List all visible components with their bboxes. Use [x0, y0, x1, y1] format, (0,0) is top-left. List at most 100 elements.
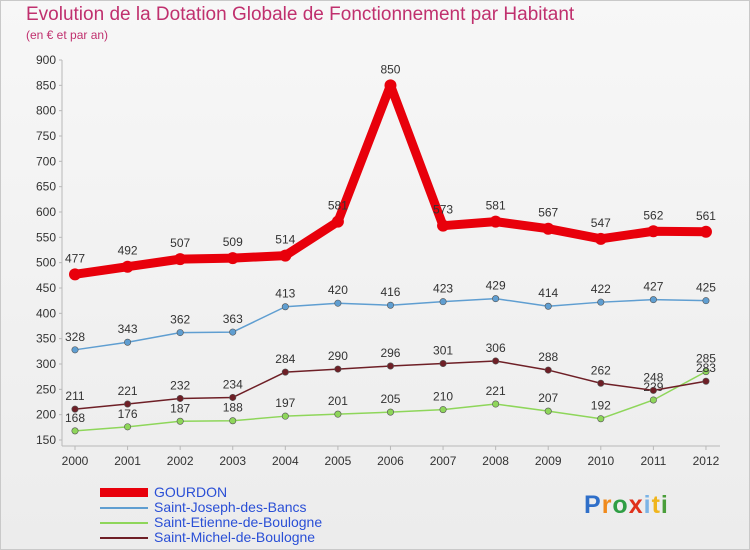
- data-label-saint-michel-de-boulogne: 232: [170, 378, 190, 392]
- y-tick-label: 900: [36, 53, 56, 67]
- x-tick-label: 2003: [219, 454, 246, 468]
- y-tick-label: 700: [36, 154, 56, 168]
- data-label-saint-joseph-des-bancs: 429: [486, 279, 506, 293]
- data-label-saint-michel-de-boulogne: 248: [643, 370, 663, 384]
- data-point-saint-etienne-de-boulogne: [71, 427, 79, 435]
- data-point-saint-michel-de-boulogne: [71, 405, 79, 413]
- data-label-saint-joseph-des-bancs: 362: [170, 313, 190, 327]
- data-point-saint-michel-de-boulogne: [492, 357, 500, 365]
- legend-swatch-gourdon: [100, 488, 148, 497]
- data-point-saint-joseph-des-bancs: [71, 346, 79, 354]
- data-label-gourdon: 567: [538, 206, 558, 220]
- legend-swatch-saint-etienne: [100, 521, 148, 524]
- data-label-saint-etienne-de-boulogne: 207: [538, 391, 558, 405]
- chart-title: Evolution de la Dotation Globale de Fonc…: [26, 4, 575, 25]
- data-point-saint-joseph-des-bancs: [439, 298, 447, 306]
- data-label-saint-etienne-de-boulogne: 197: [275, 396, 295, 410]
- data-point-saint-joseph-des-bancs: [597, 298, 605, 306]
- data-label-saint-joseph-des-bancs: 328: [65, 330, 85, 344]
- data-label-saint-etienne-de-boulogne: 285: [696, 352, 716, 366]
- data-label-saint-etienne-de-boulogne: 188: [223, 401, 243, 415]
- data-label-saint-michel-de-boulogne: 284: [275, 352, 295, 366]
- data-point-saint-joseph-des-bancs: [124, 338, 132, 346]
- data-point-saint-michel-de-boulogne: [334, 365, 342, 373]
- logo-letter: i: [660, 491, 669, 519]
- data-point-gourdon: [489, 215, 502, 228]
- data-point-saint-etienne-de-boulogne: [124, 423, 132, 431]
- proxiti-logo: Proxiti: [584, 491, 669, 520]
- data-label-saint-joseph-des-bancs: 422: [591, 282, 611, 296]
- data-point-saint-joseph-des-bancs: [492, 295, 500, 303]
- data-point-saint-michel-de-boulogne: [597, 379, 605, 387]
- data-point-saint-joseph-des-bancs: [702, 297, 710, 305]
- data-label-gourdon: 477: [65, 251, 85, 265]
- data-point-gourdon: [542, 222, 555, 235]
- data-label-gourdon: 581: [486, 199, 506, 213]
- data-label-saint-etienne-de-boulogne: 176: [118, 407, 138, 421]
- y-tick-label: 600: [36, 205, 56, 219]
- data-point-gourdon: [331, 215, 344, 228]
- legend-item-saint-etienne: Saint-Etienne-de-Boulogne: [100, 515, 322, 530]
- data-label-saint-joseph-des-bancs: 420: [328, 283, 348, 297]
- data-label-saint-joseph-des-bancs: 363: [223, 312, 243, 326]
- x-tick-label: 2007: [430, 454, 457, 468]
- data-point-saint-joseph-des-bancs: [334, 299, 342, 307]
- legend-label-gourdon: GOURDON: [154, 484, 228, 500]
- data-point-saint-michel-de-boulogne: [124, 400, 132, 408]
- legend-item-saint-joseph: Saint-Joseph-des-Bancs: [100, 500, 322, 515]
- y-tick-label: 500: [36, 256, 56, 270]
- data-point-saint-etienne-de-boulogne: [334, 410, 342, 418]
- data-label-saint-michel-de-boulogne: 290: [328, 349, 348, 363]
- data-point-saint-etienne-de-boulogne: [176, 417, 184, 425]
- logo-letter: t: [651, 491, 661, 519]
- chart-subtitle: (en € et par an): [26, 28, 109, 42]
- x-tick-label: 2009: [535, 454, 562, 468]
- x-tick-label: 2006: [377, 454, 404, 468]
- data-label-saint-michel-de-boulogne: 234: [223, 377, 243, 391]
- logo-letter: r: [601, 491, 613, 519]
- x-tick-label: 2001: [114, 454, 141, 468]
- y-tick-label: 250: [36, 382, 56, 396]
- data-label-gourdon: 509: [223, 235, 243, 249]
- x-tick-label: 2011: [640, 454, 666, 468]
- data-label-saint-michel-de-boulogne: 211: [65, 389, 84, 403]
- data-label-saint-etienne-de-boulogne: 221: [486, 384, 506, 398]
- y-tick-label: 750: [36, 129, 56, 143]
- data-label-saint-etienne-de-boulogne: 168: [65, 411, 85, 425]
- data-point-saint-etienne-de-boulogne: [386, 408, 394, 416]
- data-label-gourdon: 514: [275, 233, 295, 247]
- legend-item-saint-michel: Saint-Michel-de-Boulogne: [100, 530, 322, 545]
- x-tick-label: 2010: [587, 454, 614, 468]
- logo-letter: o: [612, 491, 629, 519]
- data-point-saint-joseph-des-bancs: [386, 301, 394, 309]
- data-point-saint-joseph-des-bancs: [544, 302, 552, 310]
- data-point-saint-michel-de-boulogne: [702, 377, 710, 385]
- data-point-saint-michel-de-boulogne: [439, 359, 447, 367]
- logo-letter: x: [628, 491, 644, 519]
- data-label-gourdon: 547: [591, 216, 611, 230]
- data-label-saint-michel-de-boulogne: 221: [118, 384, 138, 398]
- x-tick-label: 2005: [325, 454, 352, 468]
- legend-swatch-saint-joseph: [100, 506, 148, 509]
- data-point-saint-michel-de-boulogne: [229, 393, 237, 401]
- legend-label-saint-etienne: Saint-Etienne-de-Boulogne: [154, 514, 323, 530]
- x-tick-label: 2002: [167, 454, 194, 468]
- data-point-gourdon: [174, 253, 187, 266]
- data-point-saint-etienne-de-boulogne: [597, 415, 605, 423]
- data-label-gourdon: 561: [696, 209, 716, 223]
- data-point-gourdon: [69, 268, 81, 281]
- data-point-gourdon: [699, 225, 712, 238]
- data-label-saint-michel-de-boulogne: 283: [696, 361, 716, 375]
- data-point-saint-etienne-de-boulogne: [649, 396, 657, 404]
- data-point-gourdon: [226, 252, 239, 265]
- data-point-saint-etienne-de-boulogne: [229, 417, 237, 425]
- data-label-saint-michel-de-boulogne: 296: [380, 346, 400, 360]
- x-tick-label: 2000: [62, 454, 89, 468]
- y-tick-label: 550: [36, 230, 56, 244]
- data-point-saint-joseph-des-bancs: [281, 303, 289, 311]
- data-label-saint-michel-de-boulogne: 301: [433, 343, 453, 357]
- data-label-gourdon: 850: [380, 62, 400, 76]
- legend-item-gourdon: GOURDON: [100, 485, 322, 500]
- y-tick-label: 150: [36, 433, 56, 447]
- data-label-saint-joseph-des-bancs: 414: [538, 286, 558, 300]
